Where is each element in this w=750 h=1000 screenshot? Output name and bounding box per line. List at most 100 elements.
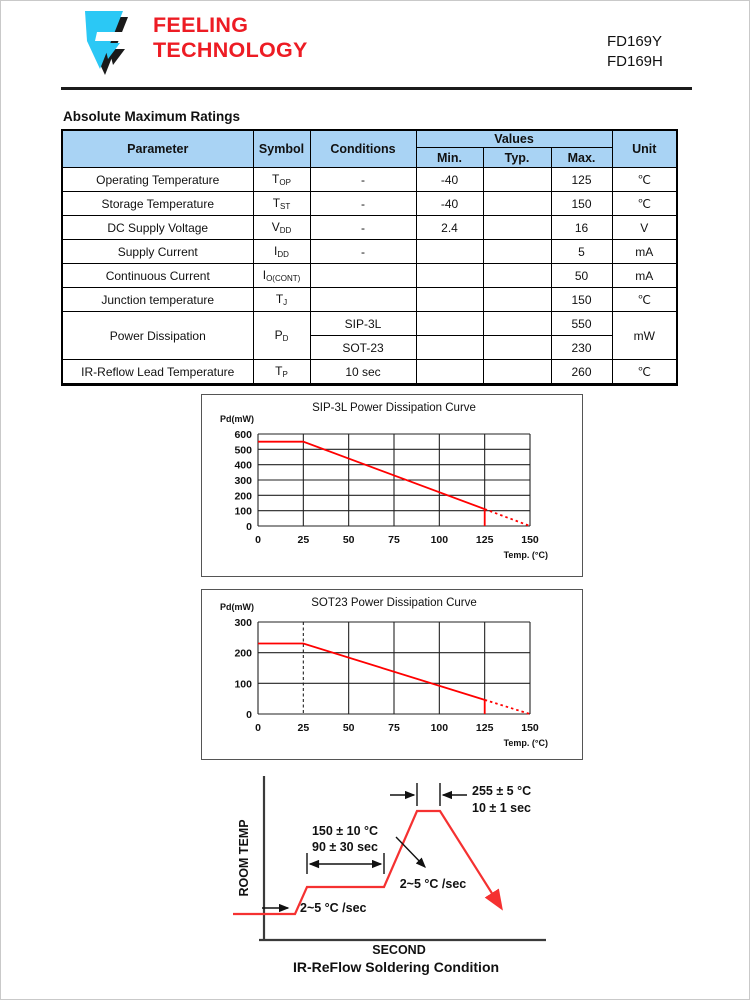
- svg-text:0: 0: [246, 709, 252, 721]
- part-number-fd169h: FD169H: [607, 53, 663, 70]
- initial-ramp-rate-label: 2~5 °C /sec: [300, 901, 367, 915]
- section-title: Absolute Maximum Ratings: [63, 109, 241, 124]
- table-row: Junction temperature TJ 150 ℃: [61, 287, 678, 312]
- cell-min: -40: [415, 167, 484, 192]
- cell-parameter: Operating Temperature: [61, 167, 254, 192]
- cell-typ: [482, 359, 552, 385]
- svg-text:Pd(mW): Pd(mW): [220, 414, 254, 424]
- absolute-maximum-ratings-table: Parameter Symbol Conditions Values Unit …: [61, 129, 678, 386]
- cell-typ: [482, 191, 552, 216]
- company-name-line1: FEELING: [153, 13, 249, 37]
- cell-max: 150: [550, 191, 613, 216]
- cell-min: [415, 263, 484, 288]
- table-row: Operating Temperature TOP - -40 125 ℃: [61, 167, 678, 192]
- cell-symbol: IDD: [252, 239, 311, 264]
- cell-min: [415, 311, 484, 336]
- cell-unit: mA: [611, 239, 678, 264]
- svg-text:400: 400: [234, 460, 252, 472]
- cell-parameter: Junction temperature: [61, 287, 254, 312]
- svg-text:Temp. (°C): Temp. (°C): [504, 550, 548, 560]
- reflow-y-axis-label: ROOM TEMP: [237, 819, 251, 896]
- cell-typ: [482, 167, 552, 192]
- cell-unit: ℃: [611, 191, 678, 216]
- svg-text:SOT23 Power Dissipation Curve: SOT23 Power Dissipation Curve: [311, 597, 477, 609]
- svg-text:300: 300: [234, 617, 252, 629]
- cell-typ: [482, 311, 552, 336]
- svg-text:Temp. (°C): Temp. (°C): [504, 738, 548, 748]
- cell-max: 260: [550, 359, 613, 385]
- peak-time-label: 10 ± 1 sec: [472, 801, 531, 815]
- svg-text:150: 150: [521, 722, 539, 734]
- svg-text:SIP-3L Power Dissipation Curve: SIP-3L Power Dissipation Curve: [312, 402, 476, 414]
- part-numbers: FD169Y FD169H: [607, 32, 663, 72]
- cell-typ: [482, 215, 552, 240]
- cell-conditions: -: [309, 167, 417, 192]
- cell-parameter: Power Dissipation: [61, 311, 254, 360]
- table-header-row-2: Min. Typ. Max.: [62, 147, 677, 168]
- cell-conditions: [309, 287, 417, 312]
- svg-text:50: 50: [343, 722, 355, 734]
- header-divider: [61, 87, 692, 90]
- header-typ: Typ.: [482, 147, 552, 168]
- cell-max: 125: [550, 167, 613, 192]
- header-min: Min.: [415, 147, 484, 168]
- table-row: Storage Temperature TST - -40 150 ℃: [61, 191, 678, 216]
- svg-text:Pd(mW): Pd(mW): [220, 602, 254, 612]
- table-row: Continuous Current IO(CONT) 50 mA: [61, 263, 678, 288]
- header-unit: Unit: [611, 129, 678, 168]
- part-number-fd169y: FD169Y: [607, 33, 663, 50]
- cell-max: 550: [550, 311, 613, 336]
- table-header-row-1: Parameter Symbol Conditions Values Unit: [61, 129, 678, 168]
- cell-conditions: SIP-3L: [309, 311, 417, 336]
- svg-text:100: 100: [234, 678, 252, 690]
- cell-conditions: -: [309, 191, 417, 216]
- cell-symbol: IO(CONT): [252, 263, 311, 288]
- cell-conditions: -: [309, 215, 417, 240]
- table-row: SOT-23 230: [62, 335, 677, 360]
- cell-min: [415, 335, 484, 360]
- svg-text:0: 0: [255, 534, 261, 546]
- svg-text:100: 100: [234, 506, 252, 518]
- ir-reflow-soldering-diagram: 255 ± 5 °C 10 ± 1 sec 150 ± 10 °C 90 ± 3…: [233, 776, 546, 975]
- svg-text:0: 0: [246, 521, 252, 533]
- cell-typ: [482, 287, 552, 312]
- header-max: Max.: [550, 147, 613, 168]
- cell-unit: V: [611, 215, 678, 240]
- reflow-diagram-title: IR-ReFlow Soldering Condition: [293, 959, 499, 975]
- cell-conditions: -: [309, 239, 417, 264]
- cell-parameter: IR-Reflow Lead Temperature: [61, 359, 254, 385]
- cell-symbol: TJ: [252, 287, 311, 312]
- cell-max: 150: [550, 287, 613, 312]
- cell-min: [415, 287, 484, 312]
- cell-unit: ℃: [611, 287, 678, 312]
- cell-max: 5: [550, 239, 613, 264]
- cell-max: 50: [550, 263, 613, 288]
- ramp-up-arrow-icon: [395, 836, 426, 869]
- cell-symbol: TP: [252, 359, 311, 385]
- company-name-line2: TECHNOLOGY: [153, 38, 308, 62]
- cell-conditions: 10 sec: [309, 359, 417, 385]
- cell-symbol: VDD: [252, 215, 311, 240]
- cell-symbol: PD: [252, 311, 311, 360]
- preheat-time-label: 90 ± 30 sec: [312, 840, 378, 854]
- svg-text:75: 75: [388, 534, 400, 546]
- cell-unit: ℃: [611, 167, 678, 192]
- cell-conditions: SOT-23: [309, 335, 417, 360]
- cell-min: [415, 239, 484, 264]
- header-symbol: Symbol: [252, 129, 311, 168]
- cell-parameter: DC Supply Voltage: [61, 215, 254, 240]
- svg-text:100: 100: [431, 722, 449, 734]
- table-row: Supply Current IDD - 5 mA: [61, 239, 678, 264]
- svg-text:25: 25: [297, 534, 309, 546]
- cell-typ: [482, 239, 552, 264]
- svg-text:75: 75: [388, 722, 400, 734]
- table-row: Power Dissipation PD SIP-3L 550 mW: [61, 311, 678, 360]
- header-parameter: Parameter: [61, 129, 254, 168]
- svg-text:150: 150: [521, 534, 539, 546]
- company-name: FEELING TECHNOLOGY: [153, 13, 308, 63]
- svg-text:500: 500: [234, 444, 252, 456]
- svg-text:100: 100: [431, 534, 449, 546]
- cell-min: [415, 359, 484, 385]
- cell-unit: ℃: [611, 359, 678, 385]
